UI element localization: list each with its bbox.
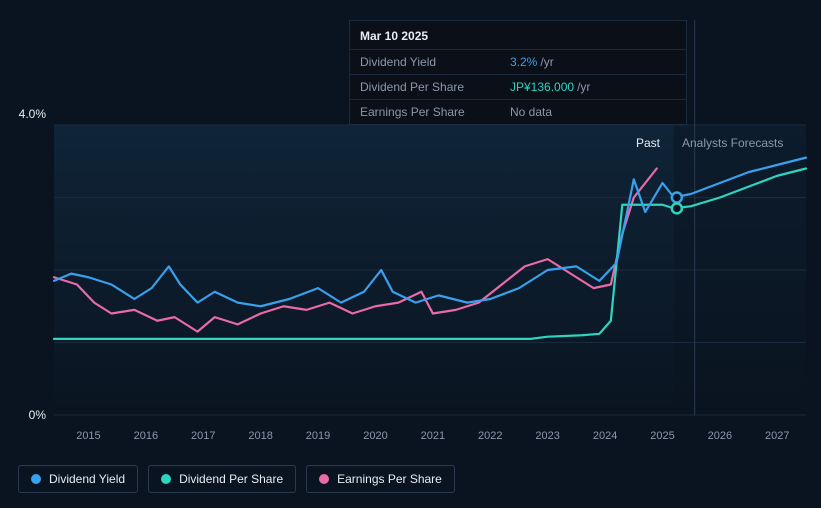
- x-axis-label: 2020: [363, 430, 387, 442]
- x-axis-label: 2016: [134, 430, 158, 442]
- legend: Dividend Yield Dividend Per Share Earnin…: [18, 465, 455, 493]
- tooltip-row: Dividend Yield 3.2% /yr: [350, 49, 686, 74]
- legend-label: Earnings Per Share: [337, 472, 442, 486]
- legend-item-dividend-per-share[interactable]: Dividend Per Share: [148, 465, 296, 493]
- tooltip-row: Dividend Per Share JP¥136.000 /yr: [350, 74, 686, 99]
- legend-item-dividend-yield[interactable]: Dividend Yield: [18, 465, 138, 493]
- tooltip-row: Earnings Per Share No data: [350, 99, 686, 124]
- period-forecast-label: Analysts Forecasts: [682, 136, 783, 150]
- tooltip-unit: /yr: [577, 80, 590, 94]
- legend-label: Dividend Per Share: [179, 472, 283, 486]
- tooltip-title: Mar 10 2025: [350, 21, 686, 49]
- tooltip-unit: /yr: [540, 55, 553, 69]
- x-axis: 2015 2016 2017 2018 2019 2020 2021 2022 2023 2024…: [54, 430, 806, 450]
- x-axis-label: 2024: [593, 430, 617, 442]
- y-axis-max: 4.0%: [19, 107, 46, 121]
- tooltip-key: Dividend Yield: [360, 55, 510, 69]
- x-axis-label: 2027: [765, 430, 789, 442]
- legend-dot-icon: [31, 474, 41, 484]
- x-axis-label: 2017: [191, 430, 215, 442]
- x-axis-label: 2022: [478, 430, 502, 442]
- x-axis-label: 2019: [306, 430, 330, 442]
- y-axis-min: 0%: [29, 408, 46, 422]
- legend-dot-icon: [161, 474, 171, 484]
- tooltip-value: 3.2%: [510, 55, 537, 69]
- chart: 4.0% 0%: [16, 125, 806, 425]
- legend-label: Dividend Yield: [49, 472, 125, 486]
- chart-svg: [54, 125, 806, 415]
- tooltip-value: No data: [510, 105, 552, 119]
- x-axis-label: 2015: [76, 430, 100, 442]
- x-axis-label: 2018: [248, 430, 272, 442]
- tooltip: Mar 10 2025 Dividend Yield 3.2% /yr Divi…: [349, 20, 687, 125]
- tooltip-value: JP¥136.000: [510, 80, 574, 94]
- x-axis-label: 2026: [708, 430, 732, 442]
- legend-item-earnings-per-share[interactable]: Earnings Per Share: [306, 465, 455, 493]
- period-past-label: Past: [636, 136, 660, 150]
- tooltip-key: Earnings Per Share: [360, 105, 510, 119]
- legend-dot-icon: [319, 474, 329, 484]
- x-axis-label: 2023: [535, 430, 559, 442]
- x-axis-label: 2025: [650, 430, 674, 442]
- plot-area[interactable]: [54, 125, 806, 415]
- x-axis-label: 2021: [421, 430, 445, 442]
- tooltip-key: Dividend Per Share: [360, 80, 510, 94]
